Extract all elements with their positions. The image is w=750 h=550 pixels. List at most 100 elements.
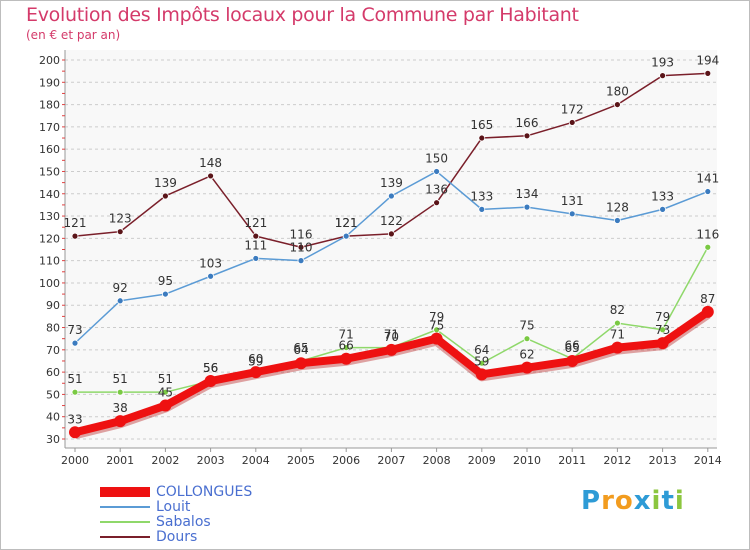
data-point: [656, 337, 669, 350]
data-label: 95: [158, 274, 173, 288]
data-point: [568, 119, 576, 126]
data-point: [523, 335, 531, 343]
logo-letter: x: [633, 486, 652, 516]
y-tick-label: 140: [39, 188, 60, 201]
data-label: 92: [113, 281, 128, 295]
data-point: [252, 255, 260, 262]
y-tick-label: 150: [39, 165, 60, 178]
legend-item-dours: Dours: [100, 529, 197, 545]
logo-letter: i: [674, 486, 685, 516]
data-point: [478, 134, 486, 142]
data-label: 165: [470, 118, 493, 132]
data-point: [387, 230, 395, 238]
x-tick-label: 2002: [151, 454, 179, 467]
data-label: 111: [244, 238, 267, 252]
x-tick-label: 2014: [694, 454, 722, 467]
x-tick-label: 2001: [106, 454, 134, 467]
data-point: [659, 72, 666, 80]
x-tick-label: 2006: [332, 454, 360, 467]
legend-label: Louit: [156, 499, 191, 515]
y-tick-label: 110: [39, 255, 60, 268]
data-label: 193: [651, 56, 674, 70]
data-point: [297, 243, 305, 251]
data-label: 103: [199, 256, 222, 270]
data-point: [704, 243, 712, 251]
legend-swatch: [100, 506, 150, 508]
data-point: [611, 341, 624, 354]
data-label: 82: [610, 303, 625, 317]
y-tick-label: 160: [39, 143, 60, 156]
x-tick-label: 2013: [649, 454, 677, 467]
data-label: 139: [380, 176, 403, 190]
x-tick-label: 2010: [513, 454, 541, 467]
legend-item-collongues: COLLONGUES: [100, 484, 252, 500]
data-label: 60: [248, 352, 263, 366]
data-label: 33: [67, 412, 82, 426]
data-label: 71: [384, 328, 399, 342]
legend-swatch: [100, 521, 150, 523]
y-tick-label: 40: [46, 411, 60, 424]
data-label: 123: [109, 212, 132, 226]
y-tick-label: 120: [39, 232, 60, 245]
data-label: 150: [425, 151, 448, 165]
data-label: 73: [67, 323, 82, 337]
logo-letter: P: [581, 486, 602, 516]
data-point: [566, 354, 579, 367]
data-point: [116, 388, 124, 396]
y-tick-label: 30: [46, 433, 60, 446]
data-label: 71: [339, 328, 354, 342]
y-tick-label: 70: [46, 344, 60, 357]
data-point: [161, 388, 169, 396]
data-label: 71: [610, 328, 625, 342]
x-tick-label: 2009: [468, 454, 496, 467]
x-tick-label: 2007: [377, 454, 405, 467]
legend-item-sabalos: Sabalos: [100, 514, 211, 530]
data-point: [614, 101, 621, 108]
data-point: [297, 257, 305, 265]
x-tick-label: 2003: [197, 454, 225, 467]
data-label: 194: [696, 53, 719, 67]
legend-swatch: [100, 487, 150, 497]
data-label: 65: [293, 341, 308, 355]
data-point: [161, 192, 169, 200]
data-label: 116: [290, 227, 313, 241]
data-point: [478, 205, 486, 213]
legend-swatch: [100, 536, 150, 538]
chart-title: Evolution des Impôts locaux pour la Comm…: [26, 4, 579, 26]
data-label: 141: [696, 172, 719, 186]
data-label: 134: [516, 187, 539, 201]
legend-item-louit: Louit: [100, 499, 190, 515]
data-label: 121: [244, 216, 267, 230]
data-point: [385, 343, 398, 356]
data-point: [295, 357, 307, 370]
data-label: 73: [655, 323, 670, 337]
data-label: 59: [248, 354, 263, 368]
data-label: 59: [474, 354, 489, 368]
data-point: [342, 344, 350, 351]
data-label: 79: [429, 310, 444, 324]
y-tick-label: 170: [39, 121, 60, 134]
data-point: [114, 415, 127, 428]
y-tick-label: 190: [39, 76, 60, 89]
legend-label: COLLONGUES: [156, 484, 253, 500]
data-point: [116, 297, 124, 305]
data-point: [71, 388, 79, 396]
data-label: 136: [425, 183, 448, 197]
x-tick-label: 2005: [287, 454, 315, 467]
data-point: [387, 192, 395, 200]
data-point: [521, 361, 533, 374]
legend-label: Dours: [156, 529, 198, 545]
data-label: 128: [606, 201, 629, 215]
data-point: [342, 232, 350, 240]
proxiti-logo: Proxiti: [581, 486, 685, 516]
data-label: 166: [516, 116, 539, 130]
data-label: 180: [606, 85, 629, 99]
data-point: [478, 359, 486, 367]
data-point: [116, 228, 124, 236]
data-point: [659, 326, 666, 334]
data-label: 38: [113, 401, 128, 415]
data-label: 122: [380, 214, 403, 228]
y-tick-label: 200: [39, 54, 60, 67]
data-label: 133: [651, 189, 674, 203]
